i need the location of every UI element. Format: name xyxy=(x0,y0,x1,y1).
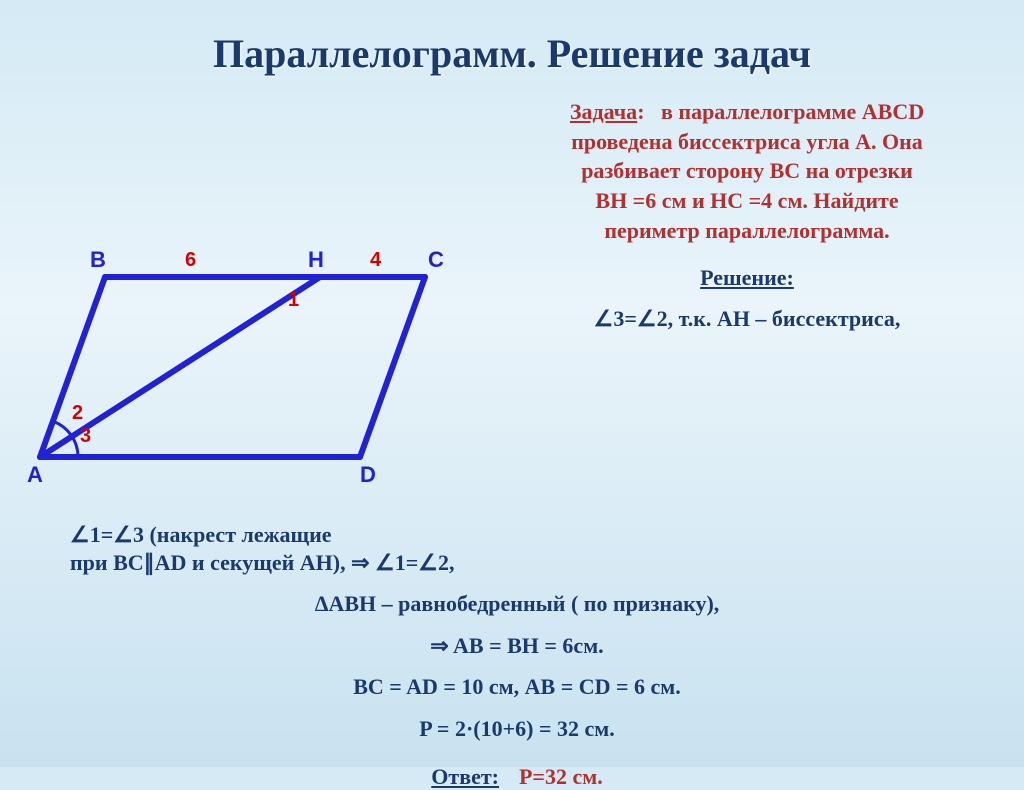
answer-row: Ответ: P=32 см. xyxy=(60,764,974,790)
content-row: A B C D H 6 4 1 23 Задача: в параллелограмме ABC… xyxy=(0,77,1024,507)
vertex-label-C: C xyxy=(428,247,444,273)
step-6: P = 2·(10+6) = 32 см. xyxy=(60,715,974,743)
step-5: BC = AD = 10 см, AB = CD = 6 см. xyxy=(60,673,974,701)
problem-l5: периметр параллелограмма. xyxy=(604,218,889,243)
vertex-label-H: H xyxy=(308,247,324,273)
answer-value: P=32 см. xyxy=(519,764,603,789)
problem-label: Задача xyxy=(570,99,637,124)
num-label-two: 2 xyxy=(72,402,83,425)
vertex-label-D: D xyxy=(360,462,376,488)
text-column: Задача: в параллелограмме ABCD проведена… xyxy=(490,97,994,507)
problem-l2: проведена биссектриса угла A. Она xyxy=(571,129,923,154)
step-2: ∠1=∠3 (накрест лежащие при BC∥AD и секущ… xyxy=(60,521,974,576)
problem-l3: разбивает сторону BC на отрезки xyxy=(581,158,913,183)
problem-l4: BH =6 см и HC =4 см. Найдите xyxy=(595,188,898,213)
step-1: ∠3=∠2, т.к. AH – биссектриса, xyxy=(500,305,994,333)
step-3: ΔABH – равнобедренный ( по признаку), xyxy=(60,590,974,618)
spacer xyxy=(503,771,515,788)
wide-steps: ∠1=∠3 (накрест лежащие при BC∥AD и секущ… xyxy=(0,521,1024,790)
answer-label: Ответ: xyxy=(431,764,499,789)
solution-label: Решение: xyxy=(500,265,994,291)
step-4: ⇒ AB = BH = 6см. xyxy=(60,632,974,660)
diagram-column: A B C D H 6 4 1 23 xyxy=(30,97,490,507)
problem-l1: в параллелограмме ABCD xyxy=(661,99,924,124)
diagram-svg xyxy=(30,247,460,507)
num-label-six: 6 xyxy=(185,249,196,272)
page-title: Параллелограмм. Решение задач xyxy=(0,0,1024,77)
num-label-one: 1 xyxy=(288,289,299,312)
vertex-label-A: A xyxy=(27,462,43,488)
problem-statement: Задача: в параллелограмме ABCD проведена… xyxy=(500,97,994,245)
num-label-four: 4 xyxy=(370,249,381,272)
parallelogram-diagram: A B C D H 6 4 1 23 xyxy=(30,247,460,507)
vertex-label-B: B xyxy=(90,247,106,273)
colon: : xyxy=(637,99,661,124)
num-label-three: 3 xyxy=(80,425,91,448)
